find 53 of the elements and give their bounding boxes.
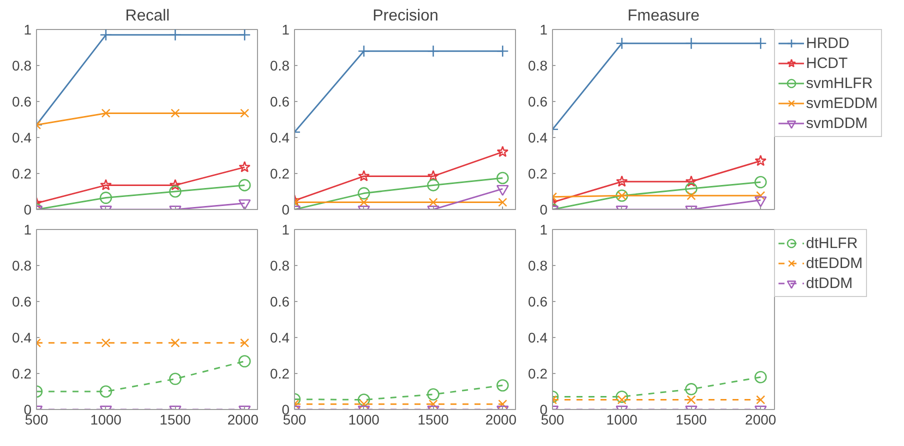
y-tick-label: 1	[540, 222, 548, 238]
x-tick-label: 1500	[676, 412, 708, 428]
legend-label: dtEDDM	[806, 254, 863, 272]
chart-title: Precision	[372, 8, 438, 24]
y-tick-label: 0.2	[528, 366, 548, 382]
y-tick-label: 0	[282, 202, 290, 218]
y-tick-label: 0.4	[528, 330, 548, 346]
y-tick-label: 0.6	[528, 94, 548, 110]
y-tick-label: 0.2	[528, 166, 548, 182]
y-tick-label: 0.8	[528, 258, 548, 274]
legend-label: svmHLFR	[806, 74, 873, 92]
y-tick-label: 0.8	[528, 58, 548, 74]
y-tick-label: 0.8	[12, 258, 32, 274]
y-tick-label: 1	[24, 22, 32, 38]
y-tick-label: 0.4	[12, 330, 32, 346]
y-tick-label: 0.2	[270, 366, 290, 382]
legend-label: HRDD	[806, 34, 850, 52]
y-tick-label: 0	[540, 202, 548, 218]
y-tick-label: 0.6	[270, 294, 290, 310]
chart-title: Fmeasure	[627, 8, 700, 24]
y-tick-label: 0.8	[270, 258, 290, 274]
x-tick-label: 2000	[227, 412, 259, 428]
x-tick-label: 1500	[160, 412, 192, 428]
y-tick-label: 1	[282, 22, 290, 38]
y-tick-label: 0.4	[528, 130, 548, 146]
y-tick-label: 0.6	[528, 294, 548, 310]
x-tick-label: 1000	[348, 412, 380, 428]
x-tick-label: 1000	[606, 412, 638, 428]
y-tick-label: 0.6	[12, 294, 32, 310]
x-tick-label: 1500	[418, 412, 450, 428]
chart-title: Recall	[125, 8, 170, 24]
legend-label: dtHLFR	[806, 234, 858, 252]
y-tick-label: 0	[24, 202, 32, 218]
y-tick-label: 0.2	[12, 166, 32, 182]
legend-label: HCDT	[806, 54, 848, 72]
y-tick-label: 0.4	[270, 330, 290, 346]
y-tick-label: 0.8	[270, 58, 290, 74]
x-tick-label: 1000	[90, 412, 122, 428]
x-tick-label: 2000	[485, 412, 517, 428]
y-tick-label: 0.6	[12, 94, 32, 110]
x-tick-label: 2000	[745, 412, 776, 428]
y-tick-label: 0.4	[12, 130, 32, 146]
y-tick-label: 1	[282, 222, 290, 238]
y-tick-label: 1	[540, 22, 548, 38]
y-tick-label: 1	[24, 222, 32, 238]
legend-label: svmDDM	[806, 114, 868, 132]
y-tick-label: 0.2	[12, 366, 32, 382]
y-tick-label: 0.2	[270, 166, 290, 182]
y-tick-label: 0.6	[270, 94, 290, 110]
legend-label: svmEDDM	[806, 94, 878, 112]
legend-label: dtDDM	[806, 274, 853, 292]
y-tick-label: 0.8	[12, 58, 32, 74]
y-tick-label: 0.4	[270, 130, 290, 146]
